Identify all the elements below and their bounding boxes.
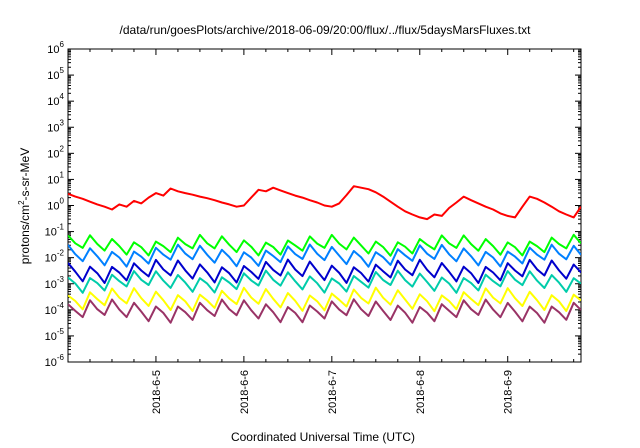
series-layer	[68, 185, 581, 324]
x-axis-ticks: 2018-6-5 2018-6-6 2018-6-7 2018-6-8 2018-6-9	[67, 49, 575, 414]
x-tick-label: 2018-6-9	[503, 370, 515, 414]
y-tick-label: 105	[47, 66, 64, 82]
y-tick-label: 106	[47, 40, 64, 56]
x-tick-label: 2018-6-5	[151, 370, 163, 414]
y-label-exp: 2	[17, 200, 26, 205]
y-tick-label: 101	[47, 170, 64, 186]
x-axis-label: Coordinated Universal Time (UTC)	[231, 430, 415, 444]
series-line-3	[68, 258, 581, 284]
y-tick-label: 10-6	[45, 353, 65, 369]
series-line-2	[68, 243, 581, 268]
y-axis-label: protons/cm2-s-sr-MeV	[17, 148, 32, 264]
x-tick-label: 2018-6-7	[327, 370, 339, 414]
series-line-4	[68, 269, 581, 294]
y-tick-label: 103	[47, 118, 64, 134]
y-label-part1: protons/cm	[18, 205, 32, 264]
y-tick-label: 10-2	[45, 249, 65, 265]
y-label-part2: -s-sr-MeV	[18, 148, 32, 201]
series-line-0	[68, 185, 581, 221]
y-tick-label: 10-3	[45, 275, 65, 291]
y-tick-label: 10-5	[45, 327, 65, 343]
y-tick-label: 104	[47, 92, 64, 108]
y-tick-label: 10-4	[45, 301, 65, 317]
series-line-5	[68, 286, 581, 313]
x-tick-label: 2018-6-8	[415, 370, 427, 414]
x-tick-label: 2018-6-6	[239, 370, 251, 414]
y-tick-label: 10-1	[45, 223, 65, 239]
series-line-1	[68, 233, 581, 257]
y-tick-label: 102	[47, 144, 64, 160]
y-tick-label: 100	[47, 197, 64, 213]
y-axis-ticks: 10-6 10-5 10-4 10-3 10-2 10-1 100 101 102 103 104 1…	[45, 40, 581, 369]
chart-title: /data/run/goesPlots/archive/2018-06-09/2…	[120, 23, 532, 37]
series-line-6	[68, 298, 581, 324]
svg-text:protons/cm2-s-sr-MeV: protons/cm2-s-sr-MeV	[17, 148, 32, 264]
